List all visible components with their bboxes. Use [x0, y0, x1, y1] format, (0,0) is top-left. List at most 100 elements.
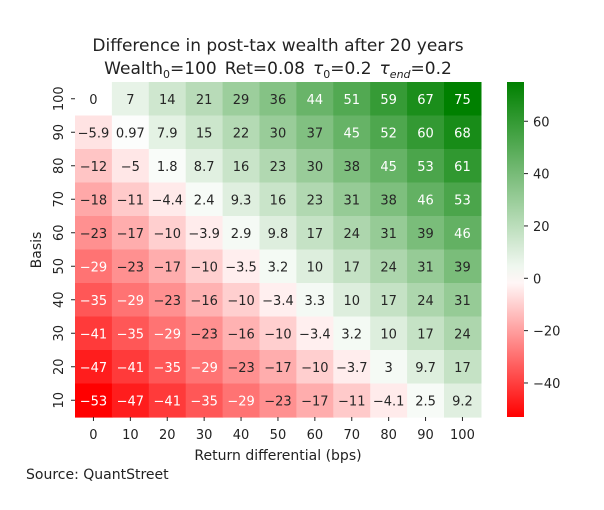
cell-value-label: 45 [343, 126, 360, 141]
cell-value-label: 17 [343, 260, 360, 275]
cell-value-label: 59 [380, 93, 397, 108]
heatmap-cell [185, 383, 224, 418]
heatmap-cell [370, 182, 408, 217]
cell-value-label: −12 [80, 160, 107, 175]
x-tick-label: 20 [159, 428, 176, 443]
heatmap-cell [259, 82, 297, 117]
cell-value-label: 14 [159, 93, 176, 108]
heatmap-cell [259, 350, 297, 385]
heatmap-cell [111, 216, 150, 251]
heatmap-cell [111, 283, 150, 318]
cell-value-label: 53 [417, 160, 434, 175]
cell-value-label: 9.2 [452, 394, 473, 409]
heatmap-cell [185, 350, 224, 385]
title-line-1: Difference in post-tax wealth after 20 y… [92, 36, 463, 56]
heatmap-cell-labels: 0 7 14 21 29 36 44 51 59 67 75 −5.9 0.97 7.9 15 22 30 37 4… [78, 93, 473, 410]
y-axis-label: Basis [29, 232, 45, 269]
heatmap-cell [259, 149, 297, 184]
x-tick-label: 50 [270, 428, 287, 443]
cell-value-label: 2.5 [415, 394, 436, 409]
heatmap-cell [148, 383, 187, 418]
cell-value-label: −41 [154, 394, 181, 409]
heatmap-cell [259, 283, 297, 318]
cell-value-label: 3.2 [341, 327, 362, 342]
heatmap-cell [444, 350, 482, 385]
heatmap-cell [296, 283, 334, 318]
heatmap-cell [259, 182, 297, 217]
cell-value-label: −4.4 [151, 193, 183, 208]
heatmap-cell [148, 182, 187, 217]
cell-value-label: −17 [154, 260, 181, 275]
cell-value-label: −29 [190, 361, 217, 376]
cell-value-label: −23 [227, 361, 254, 376]
cell-value-label: 24 [380, 260, 397, 275]
heatmap-cell [222, 115, 261, 150]
heatmap-cell [148, 316, 187, 351]
heatmap-cell [75, 283, 113, 318]
cell-value-label: 2.4 [194, 193, 215, 208]
heatmap-cell [333, 249, 371, 284]
heatmap-cell [185, 82, 224, 117]
cell-value-label: 39 [417, 227, 434, 242]
cell-value-label: 3.3 [305, 294, 326, 309]
cell-value-label: −23 [154, 294, 181, 309]
cell-value-label: −35 [80, 294, 107, 309]
heatmap-cell [370, 350, 408, 385]
cell-value-label: −29 [154, 327, 181, 342]
cell-value-label: 75 [454, 93, 471, 108]
x-tick-label: 0 [89, 428, 97, 443]
cell-value-label: −10 [301, 361, 328, 376]
heatmap-cell [444, 82, 482, 117]
x-tick-label: 90 [417, 428, 434, 443]
heatmap-cell [111, 82, 150, 117]
heatmap-cell [111, 149, 150, 184]
heatmap-cell [222, 182, 261, 217]
heatmap-cell [333, 350, 371, 385]
cell-value-label: −23 [264, 394, 291, 409]
heatmap-cell [333, 182, 371, 217]
cell-value-label: −10 [154, 227, 181, 242]
cell-value-label: 61 [454, 160, 471, 175]
y-tick-label: 20 [52, 358, 67, 375]
cell-value-label: 36 [270, 93, 287, 108]
cell-value-label: 0.97 [116, 126, 145, 141]
heatmap-cell [222, 249, 261, 284]
heatmap-cell [222, 383, 261, 418]
x-tick-label: 100 [450, 428, 475, 443]
cell-value-label: 68 [454, 126, 471, 141]
cell-value-label: −16 [190, 294, 217, 309]
heatmap-cell [222, 82, 261, 117]
heatmap-cell [148, 283, 187, 318]
cell-value-label: 7 [126, 93, 134, 108]
cell-value-label: 10 [343, 294, 360, 309]
colorbar-tick-label: 20 [533, 220, 550, 235]
heatmap-cell [185, 149, 224, 184]
cell-value-label: 51 [343, 93, 360, 108]
heatmap-cell [296, 249, 334, 284]
heatmap-cell [407, 383, 445, 418]
cell-value-label: −53 [80, 394, 107, 409]
heatmap-cell [333, 149, 371, 184]
cell-value-label: −35 [190, 394, 217, 409]
heatmap-cell [75, 316, 113, 351]
heatmap-cell [407, 216, 445, 251]
colorbar-ticks: 60 40 20 0 −20 −40 [524, 115, 560, 392]
heatmap-cell [222, 216, 261, 251]
x-tick-label: 10 [122, 428, 139, 443]
cell-value-label: 31 [454, 294, 471, 309]
cell-value-label: −17 [301, 394, 328, 409]
cell-value-label: −3.9 [188, 227, 220, 242]
heatmap-cell [407, 283, 445, 318]
cell-value-label: −29 [80, 260, 107, 275]
chart-title: Difference in post-tax wealth after 20 y… [92, 36, 463, 81]
cell-value-label: −35 [154, 361, 181, 376]
heatmap-cell [333, 115, 371, 150]
heatmap-cell [370, 149, 408, 184]
cell-value-label: 17 [417, 327, 434, 342]
cell-value-label: 17 [454, 361, 471, 376]
heatmap-cell [296, 383, 334, 418]
cell-value-label: −3.4 [262, 294, 294, 309]
heatmap-cell [75, 216, 113, 251]
cell-value-label: 30 [270, 126, 287, 141]
